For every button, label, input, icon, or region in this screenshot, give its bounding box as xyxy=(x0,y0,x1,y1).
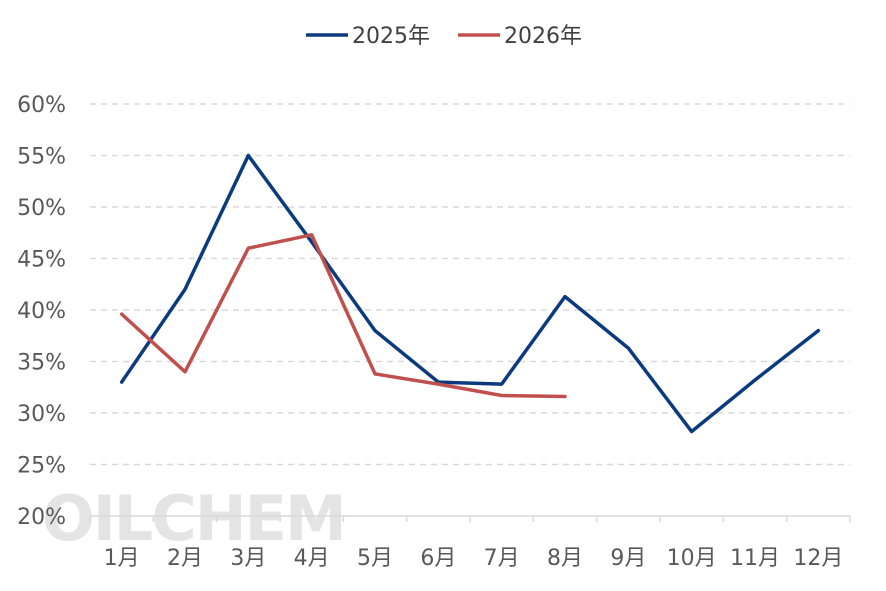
y-tick-label: 25% xyxy=(17,454,66,479)
y-axis-labels: 20% 25% 30% 35% 40% 45% 50% 55% 60% xyxy=(17,93,66,530)
series-lines xyxy=(119,153,821,434)
x-tick-label: 1月 xyxy=(104,546,140,571)
y-tick-label: 35% xyxy=(17,351,66,376)
legend-label-1: 2025年 xyxy=(352,24,430,49)
x-tick-label: 3月 xyxy=(230,546,266,571)
x-tick-label: 10月 xyxy=(667,546,717,571)
x-axis-ticks xyxy=(89,516,851,522)
y-tick-label: 30% xyxy=(17,402,66,427)
y-tick-label: 50% xyxy=(17,196,66,221)
x-tick-label: 11月 xyxy=(730,546,780,571)
y-tick-label: 20% xyxy=(17,505,66,530)
x-tick-label: 6月 xyxy=(420,546,456,571)
y-tick-label: 55% xyxy=(17,145,66,170)
x-tick-label: 8月 xyxy=(547,546,583,571)
legend: 2025年 2026年 xyxy=(306,24,582,49)
watermark: OILCHEM xyxy=(42,482,347,555)
x-tick-label: 7月 xyxy=(484,546,520,571)
y-tick-label: 45% xyxy=(17,248,66,273)
legend-label-2: 2026年 xyxy=(504,24,582,49)
series-line-1 xyxy=(119,153,821,434)
x-tick-label: 2月 xyxy=(167,546,203,571)
grid xyxy=(90,103,850,466)
y-tick-label: 60% xyxy=(17,93,66,118)
watermark-logo: OILCHEM xyxy=(42,482,345,555)
x-tick-label: 4月 xyxy=(294,546,330,571)
x-tick-label: 5月 xyxy=(357,546,393,571)
y-tick-label: 40% xyxy=(17,299,66,324)
x-tick-label: 12月 xyxy=(793,546,843,571)
x-tick-label: 9月 xyxy=(610,546,646,571)
series-line-2 xyxy=(119,233,567,399)
x-axis-labels: 1月 2月 3月 4月 5月 6月 7月 8月 9月 10月 11月 12月 xyxy=(104,546,844,571)
